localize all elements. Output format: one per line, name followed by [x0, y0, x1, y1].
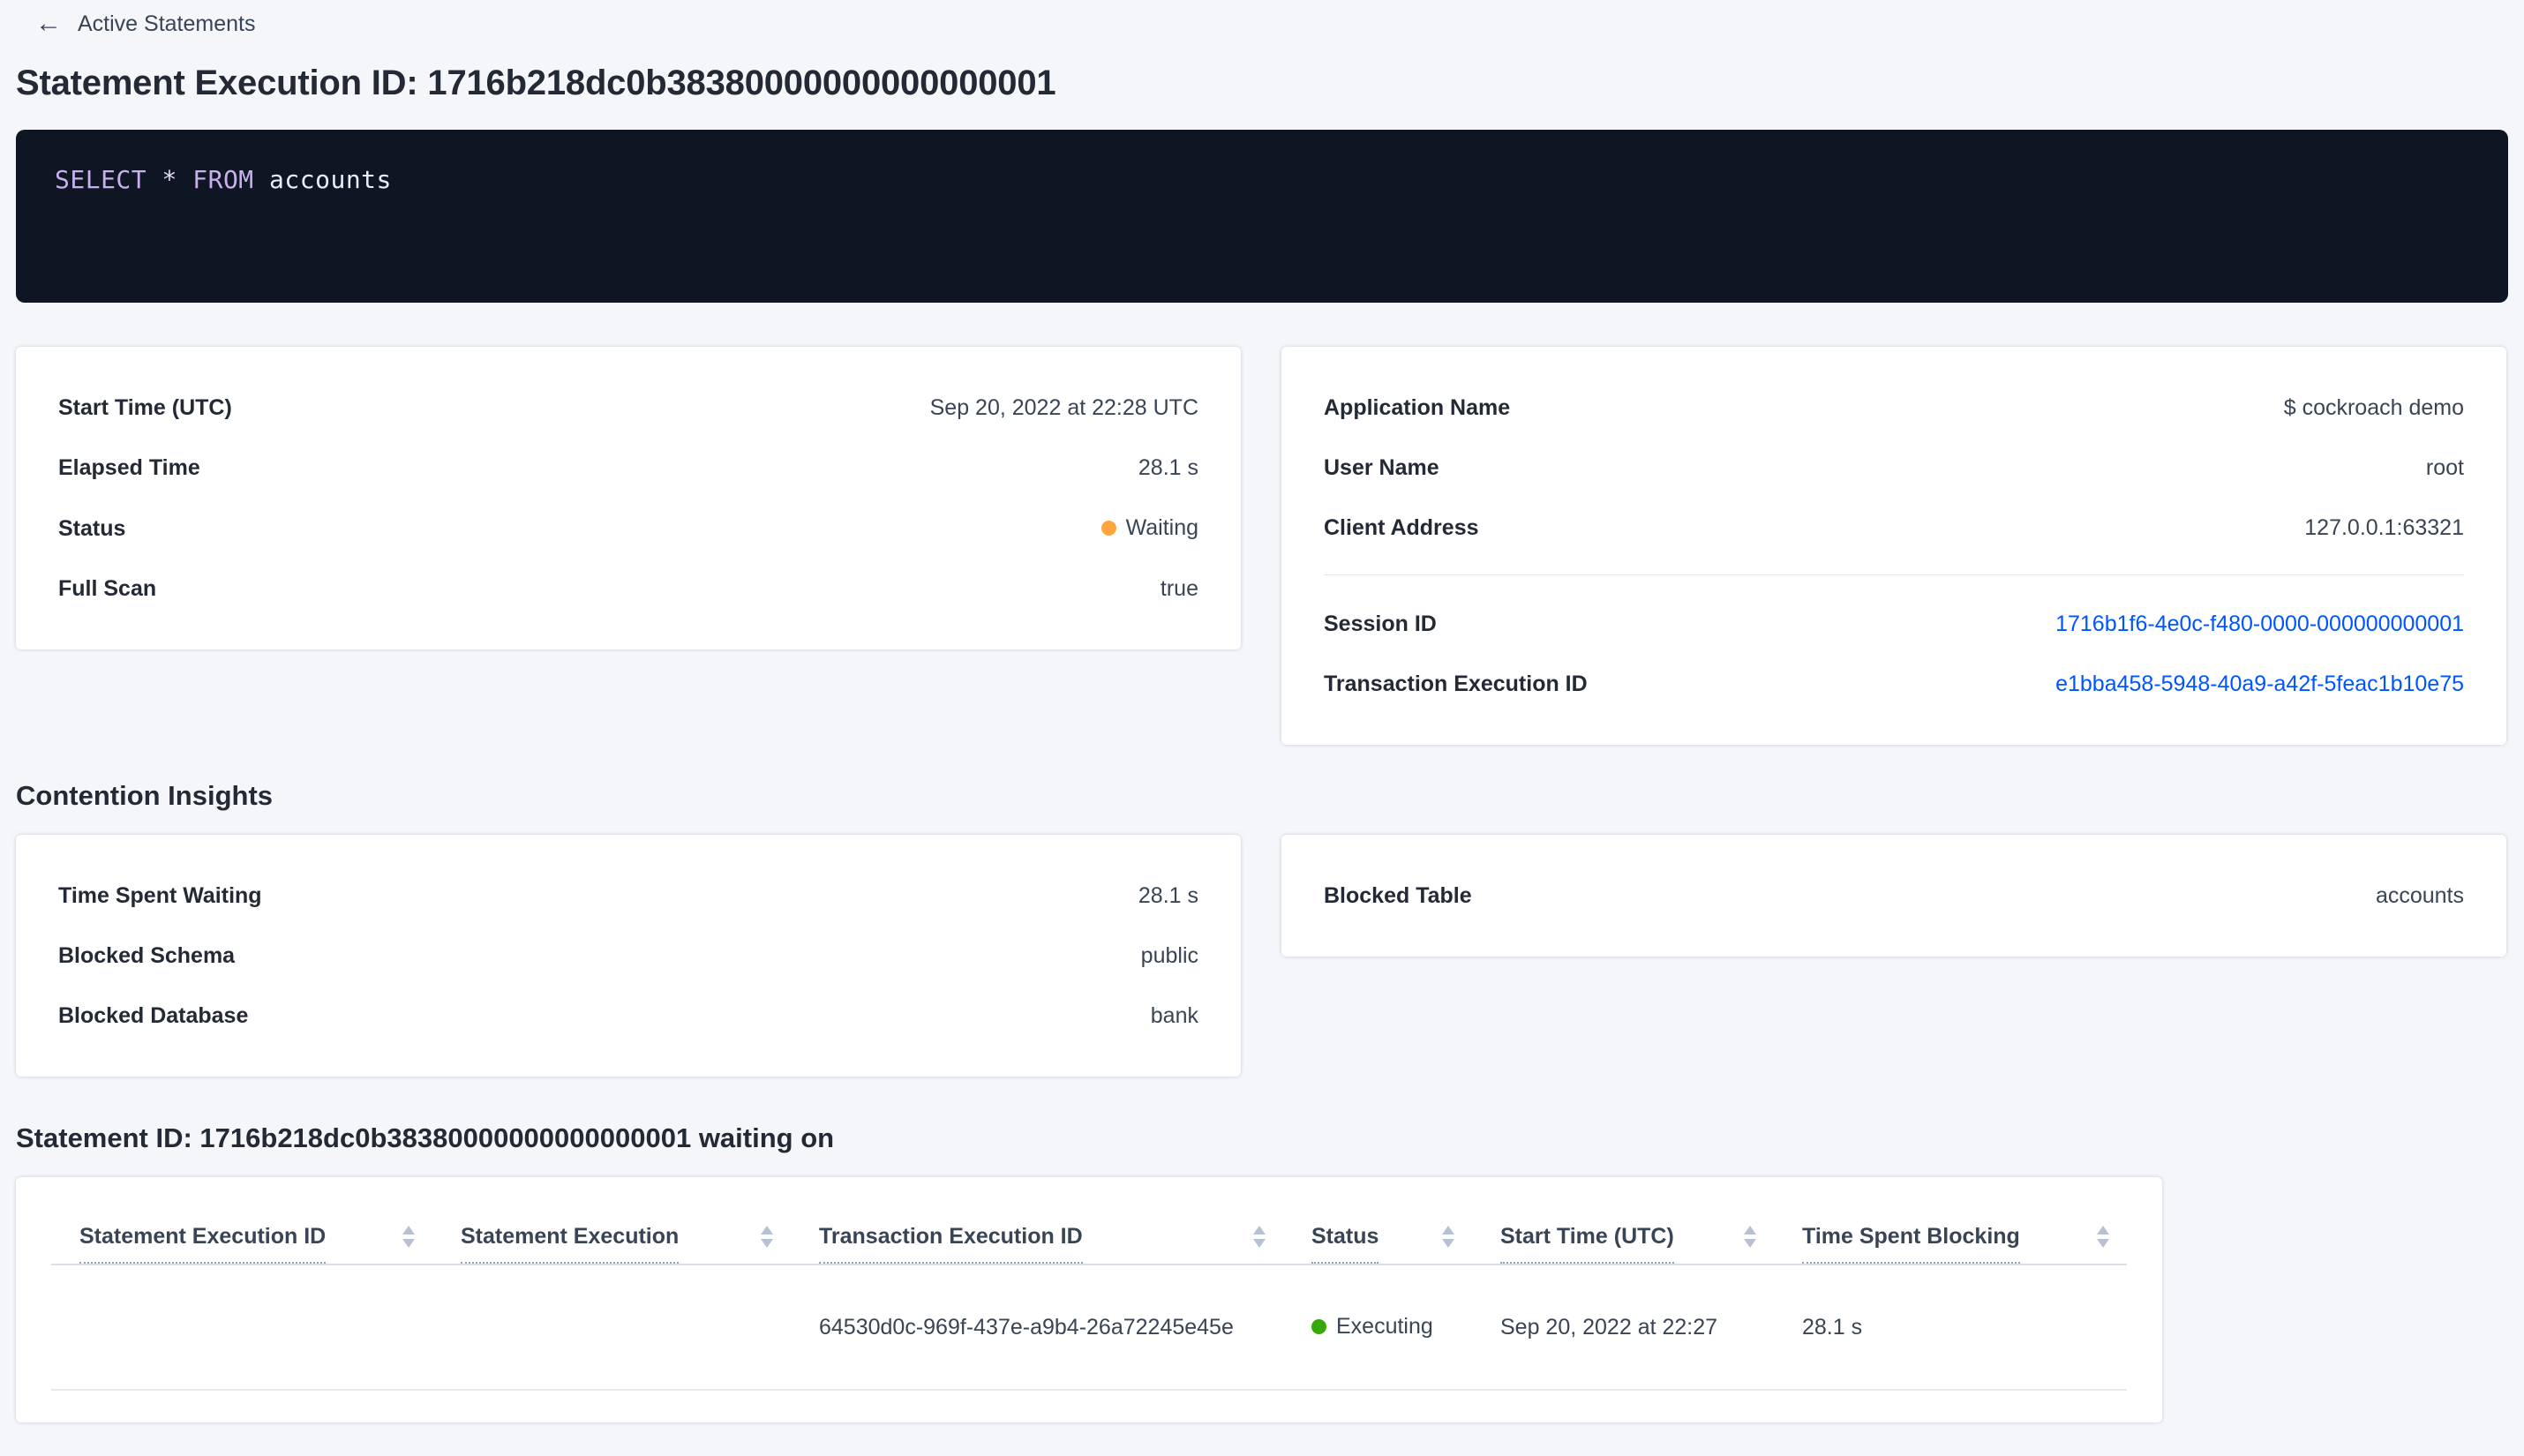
card-divider — [1324, 574, 2464, 575]
sort-icon[interactable] — [402, 1226, 415, 1248]
blocked-table-card: Blocked Table accounts — [1281, 835, 2506, 957]
client-address-value: 127.0.0.1:63321 — [2304, 515, 2464, 540]
column-header-status[interactable]: Status — [1283, 1223, 1472, 1264]
kv-row-application-name: Application Name $ cockroach demo — [1324, 394, 2464, 421]
kv-row-user-name: User Name root — [1324, 454, 2464, 481]
back-link-label: Active Statements — [78, 11, 256, 36]
transaction-execution-id-label: Transaction Execution ID — [1324, 672, 1588, 696]
sort-icon[interactable] — [1442, 1226, 1454, 1248]
blocked-schema-label: Blocked Schema — [58, 943, 236, 968]
column-header-statement-execution-id[interactable]: Statement Execution ID — [51, 1223, 432, 1264]
transaction-execution-id-link[interactable]: e1bba458-5948-40a9-a42f-5feac1b10e75 — [2055, 672, 2464, 696]
cell-time-spent-blocking: 28.1 s — [1802, 1314, 1863, 1340]
waiting-on-table-header: Statement Execution ID Statement Executi… — [51, 1177, 2127, 1265]
execution-details-card: Start Time (UTC) Sep 20, 2022 at 22:28 U… — [16, 347, 1241, 649]
waiting-on-heading: Statement ID: 1716b218dc0b38380000000000… — [16, 1122, 835, 1153]
column-label: Statement Execution ID — [79, 1223, 327, 1264]
column-label: Statement Execution — [461, 1223, 680, 1264]
status-waiting-dot-icon — [1100, 520, 1116, 536]
sort-icon[interactable] — [2097, 1226, 2109, 1248]
blocked-database-value: bank — [1150, 1003, 1198, 1028]
kv-row-client-address: Client Address 127.0.0.1:63321 — [1324, 514, 2464, 541]
page-title: Statement Execution ID: 1716b218dc0b3838… — [16, 64, 1056, 102]
kv-row-full-scan: Full Scan true — [58, 575, 1198, 602]
time-spent-waiting-label: Time Spent Waiting — [58, 883, 262, 908]
sql-statement-text: SELECT * FROM accounts — [55, 165, 2469, 194]
time-spent-waiting-value: 28.1 s — [1138, 883, 1198, 908]
sql-keyword: FROM — [192, 165, 254, 194]
sort-icon[interactable] — [1744, 1226, 1756, 1248]
sql-keyword: SELECT — [55, 165, 147, 194]
session-id-label: Session ID — [1324, 612, 1437, 636]
statement-execution-details-page: ← Active Statements Statement Execution … — [16, 9, 2508, 1422]
full-scan-value: true — [1160, 575, 1198, 601]
kv-row-blocked-schema: Blocked Schema public — [58, 942, 1198, 969]
column-header-statement-execution[interactable]: Statement Execution — [432, 1223, 791, 1264]
status-executing-value: Executing — [1336, 1314, 1433, 1339]
contention-waiting-card: Time Spent Waiting 28.1 s Blocked Schema… — [16, 835, 1241, 1077]
cell-start-time: Sep 20, 2022 at 22:27 — [1500, 1314, 1718, 1340]
cell-transaction-execution-id: 64530d0c-969f-437e-a9b4-26a72245e45e — [819, 1314, 1234, 1340]
application-name-value: $ cockroach demo — [2283, 395, 2464, 420]
blocked-table-value: accounts — [2375, 883, 2464, 908]
elapsed-time-label: Elapsed Time — [58, 455, 200, 480]
kv-row-elapsed-time: Elapsed Time 28.1 s — [58, 454, 1198, 481]
status-executing-dot-icon — [1311, 1319, 1326, 1334]
back-to-active-statements-link[interactable]: ← Active Statements — [16, 9, 255, 39]
client-address-label: Client Address — [1324, 515, 1479, 540]
user-name-value: root — [2425, 455, 2464, 480]
sql-identifier: accounts — [269, 165, 392, 194]
kv-row-blocked-database: Blocked Database bank — [58, 1002, 1198, 1029]
elapsed-time-value: 28.1 s — [1138, 455, 1198, 480]
column-label: Transaction Execution ID — [819, 1223, 1083, 1264]
sql-operator: * — [162, 165, 177, 194]
application-name-label: Application Name — [1324, 395, 1511, 420]
blocked-database-label: Blocked Database — [58, 1003, 249, 1028]
status-badge: Waiting — [1100, 514, 1198, 541]
kv-row-status: Status Waiting — [58, 514, 1198, 542]
session-details-card: Application Name $ cockroach demo User N… — [1281, 347, 2506, 745]
user-name-label: User Name — [1324, 455, 1439, 480]
start-time-value: Sep 20, 2022 at 22:28 UTC — [929, 395, 1198, 420]
sort-icon[interactable] — [761, 1226, 773, 1248]
column-header-start-time[interactable]: Start Time (UTC) — [1472, 1223, 1774, 1264]
blocked-table-label: Blocked Table — [1324, 883, 1472, 908]
column-header-time-spent-blocking[interactable]: Time Spent Blocking — [1774, 1223, 2127, 1264]
kv-row-start-time: Start Time (UTC) Sep 20, 2022 at 22:28 U… — [58, 394, 1198, 421]
kv-row-transaction-execution-id: Transaction Execution ID e1bba458-5948-4… — [1324, 671, 2464, 697]
cell-status: Executing — [1283, 1314, 1472, 1340]
sql-statement-box: SELECT * FROM accounts — [16, 130, 2508, 303]
full-scan-label: Full Scan — [58, 575, 157, 601]
column-label: Time Spent Blocking — [1802, 1223, 2020, 1264]
sort-icon[interactable] — [1253, 1226, 1266, 1248]
column-label: Status — [1311, 1223, 1379, 1264]
contention-insights-heading: Contention Insights — [16, 780, 274, 811]
status-value: Waiting — [1125, 515, 1198, 540]
kv-row-session-id: Session ID 1716b1f6-4e0c-f480-0000-00000… — [1324, 611, 2464, 637]
kv-row-time-spent-waiting: Time Spent Waiting 28.1 s — [58, 882, 1198, 909]
arrow-left-icon: ← — [35, 9, 62, 38]
kv-row-blocked-table: Blocked Table accounts — [1324, 882, 2464, 909]
start-time-label: Start Time (UTC) — [58, 395, 232, 420]
column-header-transaction-execution-id[interactable]: Transaction Execution ID — [791, 1223, 1283, 1264]
waiting-on-table: Statement Execution ID Statement Executi… — [16, 1177, 2162, 1422]
status-label: Status — [58, 515, 126, 541]
column-label: Start Time (UTC) — [1500, 1223, 1674, 1264]
blocked-schema-value: public — [1140, 943, 1198, 968]
session-id-link[interactable]: 1716b1f6-4e0c-f480-0000-000000000001 — [2055, 612, 2464, 636]
waiting-on-table-row: 64530d0c-969f-437e-a9b4-26a72245e45e Exe… — [51, 1265, 2127, 1391]
